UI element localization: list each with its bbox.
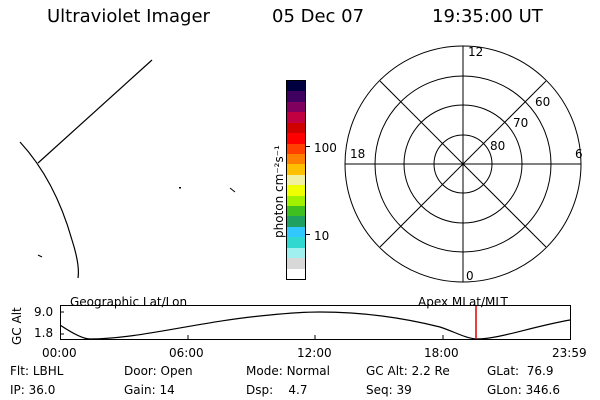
map-curve (19, 141, 79, 279)
map-fragment (37, 254, 43, 258)
mlt-label-6: 6 (575, 147, 583, 161)
colorbar-segment (287, 247, 305, 259)
gcalt-value: 2.2 Re (411, 364, 450, 378)
y-tick-1-8: 1.8 (34, 326, 54, 340)
x-tick-1200: 12:00 (297, 346, 332, 360)
gcalt-field: GC Alt: 2.2 Re (366, 364, 450, 378)
colorbar-segment (287, 226, 305, 238)
colorbar-segment (287, 185, 305, 196)
y-tick-9: 9.0 (34, 305, 54, 319)
altitude-curve (60, 311, 571, 340)
glon-value: 346.6 (525, 383, 560, 397)
mode-label: Mode: (246, 364, 283, 378)
colorbar-segment (287, 143, 305, 154)
gcalt-label: GC Alt: (366, 364, 408, 378)
colorbar-segment (287, 237, 305, 248)
flt-value: LBHL (32, 364, 64, 378)
glon-field: GLon: 346.6 (487, 383, 560, 397)
polar-plot: 12 18 6 0 60 70 80 (344, 45, 583, 283)
instrument-title: Ultraviolet Imager (47, 6, 210, 27)
flt-label: Flt: (10, 364, 29, 378)
lat-label-80: 80 (490, 139, 505, 153)
map-line-coast (37, 59, 153, 164)
mode-value: Normal (286, 364, 330, 378)
y-axis-label: GC Alt (10, 307, 24, 345)
colorbar-segment (287, 101, 305, 113)
colorbar-segment (287, 164, 305, 175)
polar-diagonal (379, 80, 547, 248)
lat-label-60: 60 (535, 95, 550, 109)
door-label: Door: (124, 364, 157, 378)
colorbar-segment (287, 80, 305, 92)
colorbar-tick-100: 100 (314, 141, 337, 155)
colorbar-tick-10: 10 (314, 229, 330, 243)
colorbar-segment (287, 268, 305, 279)
dsp-value: 4.7 (288, 383, 308, 397)
colorbar-tick-mark (306, 234, 310, 235)
mlt-label-12: 12 (468, 45, 483, 59)
seq-field: Seq: 39 (366, 383, 412, 397)
time-label: 19:35:00 UT (432, 6, 543, 27)
x-tick-0600: 06:00 (169, 346, 204, 360)
door-field: Door: Open (124, 364, 193, 378)
colorbar-segment (287, 195, 305, 207)
door-value: Open (160, 364, 193, 378)
ip-field: IP: 36.0 (10, 383, 55, 397)
colorbar-segment (287, 112, 305, 123)
dsp-label: Dsp: (246, 383, 274, 397)
colorbar-segment (287, 174, 305, 186)
colorbar-segment (287, 133, 305, 144)
glat-value: 76.9 (526, 364, 554, 378)
x-tick-2359: 23:59 (552, 346, 587, 360)
colorbar-segment (287, 122, 305, 134)
gain-field: Gain: 14 (124, 383, 175, 397)
seq-label: Seq: (366, 383, 393, 397)
geographic-map (19, 59, 236, 279)
colorbar-segment (287, 91, 305, 102)
colorbar-segment (287, 216, 305, 227)
glat-label: GLat: (487, 364, 520, 378)
gain-label: Gain: (124, 383, 156, 397)
x-tick-0000: 00:00 (42, 346, 77, 360)
colorbar-segment (287, 258, 305, 269)
colorbar-tick-mark (306, 146, 310, 147)
flt-field: Flt: LBHL (10, 364, 63, 378)
glat-field: GLat: 76.9 (487, 364, 553, 378)
glon-label: GLon: (487, 383, 522, 397)
gain-value: 14 (159, 383, 175, 397)
orbit-plot-frame (60, 305, 571, 340)
colorbar-segment (287, 206, 305, 217)
lat-label-70: 70 (513, 116, 528, 130)
date-label: 05 Dec 07 (272, 6, 365, 27)
colorbar-segment (287, 153, 305, 165)
map-fragment (229, 187, 236, 193)
map-fragment (179, 187, 181, 189)
mlt-label-0: 0 (466, 269, 474, 283)
ip-value: 36.0 (28, 383, 56, 397)
mlt-label-18: 18 (350, 147, 365, 161)
colorbar (286, 80, 306, 280)
x-tick-1800: 18:00 (424, 346, 459, 360)
orbit-altitude-plot (60, 305, 571, 340)
seq-value: 39 (396, 383, 412, 397)
colorbar-unit-label: photon cm⁻²s⁻¹ (272, 145, 286, 238)
mode-field: Mode: Normal (246, 364, 330, 378)
ip-label: IP: (10, 383, 25, 397)
dsp-field: Dsp: 4.7 (246, 383, 308, 397)
